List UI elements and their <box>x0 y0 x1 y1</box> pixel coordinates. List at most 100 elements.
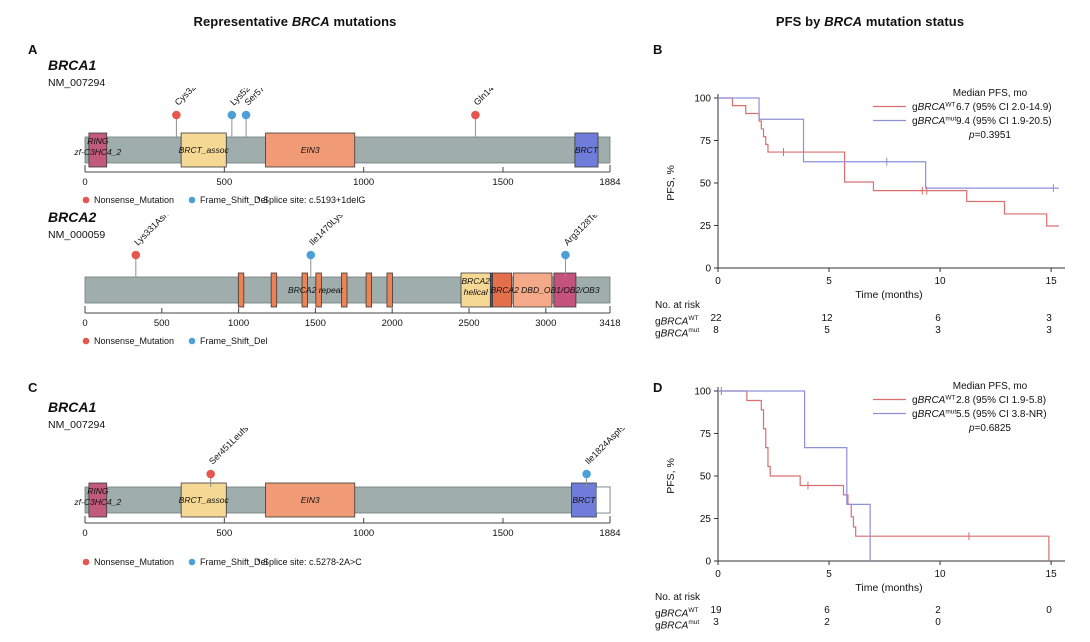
x-axis-title: Time (months) <box>855 289 922 301</box>
legend-dot <box>82 196 90 204</box>
domain-box-BRCA2_repeat_5 <box>341 272 348 308</box>
domain-label-EIN3: EIN3 <box>301 145 320 155</box>
km-legend-group-label: gBRCAWT <box>912 395 955 407</box>
domain-box-BRCA2_repeat_2 <box>270 272 278 308</box>
y-tick-label: 0 <box>705 264 711 275</box>
domain-label-BRCA2_helical-1: helical <box>464 287 489 297</box>
x-tick-label: 0 <box>715 569 721 580</box>
backbone-tail <box>595 486 611 514</box>
span-label: BRCA2 DBD_OB1/OB2/OB3 <box>490 285 599 295</box>
y-tick-label: 25 <box>700 514 712 525</box>
x-axis-title: Time (months) <box>855 582 922 594</box>
risk-value: 0 <box>1046 605 1052 616</box>
mutation-dot <box>561 250 570 260</box>
legend-dot <box>82 558 90 566</box>
risk-value: 3 <box>1046 325 1052 336</box>
risk-value: 19 <box>710 605 722 616</box>
legend-dot <box>82 337 90 345</box>
domain-box-BRCA2_repeat_4 <box>315 272 322 308</box>
risk-row-label: gBRCAWT <box>655 315 699 328</box>
domain-label-BRCT: BRCT <box>575 145 599 155</box>
right-title-gene: BRCA <box>824 14 863 29</box>
mutation-dot <box>227 110 237 120</box>
left-title-gene: BRCA <box>291 14 330 29</box>
axis-tick-label: 3000 <box>535 318 556 329</box>
domain-box-BRCA2_helical <box>460 272 491 308</box>
panel-letter-b: B <box>653 42 663 57</box>
legend-label: Frame_Shift_Del <box>200 557 268 567</box>
risk-row: gBRCAWT 19 6 2 0 <box>653 605 1090 620</box>
km-curve-gBRCA-mut <box>718 390 871 561</box>
y-axis-title: PFS, % <box>665 165 677 201</box>
legend-label: Frame_Shift_Del <box>200 336 268 346</box>
domain-box-OB2 <box>512 272 553 308</box>
km-curve-gBRCA-mut <box>718 97 1059 189</box>
axis-tick-label: 500 <box>216 528 232 539</box>
km-curve-gBRCA-WT <box>718 390 1050 561</box>
axis-tick-label: 1000 <box>353 177 374 188</box>
risk-row-label: gBRCAWT <box>655 607 699 620</box>
transcript-brca2-a: NM_000059 <box>48 229 106 241</box>
km-plot-d: 0 25 50 75 100 PFS, % 0 5 10 15 Time (months) Media… <box>665 381 1065 594</box>
risk-row: gBRCAWT 22 12 6 3 <box>653 313 1090 328</box>
risk-value: 2 <box>824 617 830 628</box>
km-legend-value: 2.8 (95% CI 1.9-5.8) <box>956 395 1046 406</box>
x-tick-label: 0 <box>715 276 721 287</box>
legend-dot <box>188 558 196 566</box>
axis-tick-label: 3418 <box>599 318 620 329</box>
left-title-pre: Representative <box>193 14 292 29</box>
axis-tick-label: 1000 <box>353 528 374 539</box>
risk-table-header: No. at risk <box>655 592 701 603</box>
domain-box-BRCT_assoc <box>180 132 227 168</box>
axis-tick-label: 1500 <box>492 177 513 188</box>
axis-tick-label: 1500 <box>305 318 326 329</box>
y-tick-label: 75 <box>700 136 712 147</box>
x-tick-label: 5 <box>826 569 832 580</box>
domain-label-BRCT_assoc: BRCT_assoc <box>179 495 230 505</box>
mutation-dot <box>206 469 215 479</box>
axis-tick-label: 1000 <box>228 318 249 329</box>
axis-tick-label: 0 <box>82 177 87 188</box>
gene-name-brca1-a: BRCA1 <box>48 57 97 73</box>
domain-label-BRCT: BRCT <box>572 495 596 505</box>
panel-letter-c: C <box>28 380 38 395</box>
y-tick-label: 0 <box>705 557 711 568</box>
risk-value: 12 <box>821 313 833 324</box>
mutation-dot <box>172 110 181 120</box>
mutation-dot <box>471 110 480 120</box>
transcript-brca1-a: NM_007294 <box>48 77 106 89</box>
risk-table-b: No. at risk gBRCAWT 22 12 6 3 gBRCAmut 8 5 3 3 <box>653 300 1090 340</box>
axis-tick-label: 1500 <box>492 528 513 539</box>
brca1-lollipop-chart-a: RINGzf-C3HC4_2BRCT_assocEIN3BRCTCys328*L… <box>73 88 620 205</box>
transcript-brca1-c: NM_007294 <box>48 419 106 431</box>
x-tick-label: 15 <box>1046 569 1058 580</box>
km-legend-value: 6.7 (95% CI 2.0-14.9) <box>956 102 1052 113</box>
domain-label-BRCT_assoc: BRCT_assoc <box>179 145 230 155</box>
risk-row: gBRCAmut 8 5 3 3 <box>653 325 1090 339</box>
domain-label-EIN3: EIN3 <box>301 495 320 505</box>
mutation-dot <box>582 469 591 479</box>
mutation-label: Gln1401* <box>472 88 506 107</box>
risk-value: 2 <box>935 605 941 616</box>
legend-dot <box>188 196 196 204</box>
domain-box-BRCT <box>571 482 597 518</box>
right-column-title: PFS by BRCA mutation status <box>655 14 1085 29</box>
domain-label-RING-0: RING <box>87 486 109 496</box>
risk-value: 22 <box>710 313 722 324</box>
domain-box-BRCA2_repeat_6 <box>365 272 373 308</box>
axis-tick-label: 1884 <box>599 177 620 188</box>
mutation-label: Lys331Asnfs*18 <box>132 215 185 247</box>
x-tick-label: 5 <box>826 276 832 287</box>
panel-letter-a: A <box>28 42 38 57</box>
axis-tick-label: 0 <box>82 528 87 539</box>
x-tick-label: 10 <box>935 569 947 580</box>
km-legend-group-label: gBRCAmut <box>912 409 956 421</box>
axis-tick-label: 1884 <box>599 528 620 539</box>
domain-box-BRCT_assoc <box>180 482 227 518</box>
domain-box-EIN3 <box>265 482 356 518</box>
domain-box-BRCA2_repeat_3 <box>301 272 308 308</box>
km-curve-gBRCA-WT <box>718 97 1059 227</box>
